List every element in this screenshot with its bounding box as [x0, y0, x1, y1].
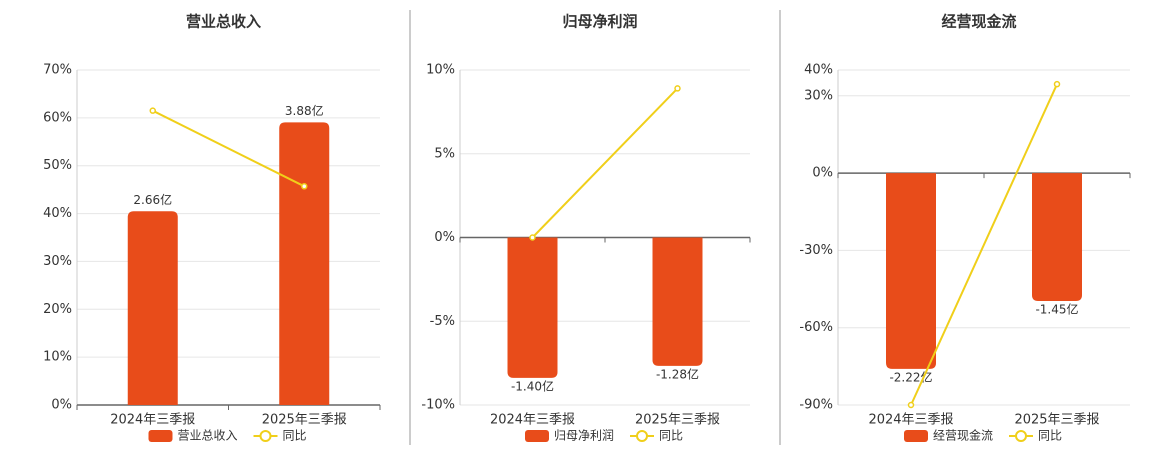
bar — [279, 122, 330, 405]
value-label: 2.66亿 — [133, 192, 172, 207]
value-label: -1.45亿 — [1035, 301, 1078, 316]
legend-marker — [904, 430, 928, 442]
legend-label: 同比 — [283, 429, 307, 443]
legend-label: 同比 — [1038, 429, 1062, 443]
legend-marker — [1015, 430, 1027, 442]
legend-label: 经营现金流 — [933, 428, 993, 443]
y-tick-label: -30% — [799, 243, 833, 258]
x-tick-label: 2024年三季报 — [110, 413, 195, 428]
y-tick-label: 20% — [43, 302, 72, 317]
bar — [127, 211, 178, 405]
x-tick-label: 2025年三季报 — [1014, 413, 1099, 428]
line-point — [907, 401, 915, 409]
y-tick-label: -90% — [799, 398, 833, 413]
value-label: -1.28亿 — [656, 366, 699, 381]
line — [910, 83, 1058, 406]
line — [152, 109, 305, 188]
legend-label: 同比 — [659, 429, 683, 443]
chart-title: 营业总收入 — [186, 13, 261, 31]
bar — [652, 237, 703, 366]
y-tick-label: 5% — [434, 146, 455, 161]
value-label: 3.88亿 — [285, 103, 324, 118]
y-tick-label: 60% — [43, 110, 72, 125]
x-tick-label: 2025年三季报 — [635, 413, 720, 428]
y-tick-label: 0% — [812, 166, 833, 181]
bar — [507, 237, 558, 378]
y-tick-label: 10% — [43, 350, 72, 365]
line-point — [674, 85, 681, 92]
legend-marker — [148, 430, 173, 442]
y-tick-label: -5% — [430, 314, 455, 329]
y-tick-label: 10% — [426, 63, 455, 78]
line-point — [149, 107, 156, 114]
chart-title: 归母净利润 — [562, 13, 637, 31]
line-point — [301, 183, 308, 190]
y-tick-label: 0% — [51, 398, 72, 413]
legend-marker — [636, 430, 648, 442]
y-tick-label: 30% — [43, 254, 72, 269]
x-tick-label: 2025年三季报 — [262, 413, 347, 428]
y-tick-label: 50% — [43, 158, 72, 173]
value-label: -1.40亿 — [511, 378, 554, 393]
line-point — [529, 234, 536, 241]
chart-title: 经营现金流 — [941, 13, 1016, 31]
legend-marker — [525, 430, 549, 442]
y-tick-label: -10% — [421, 398, 455, 413]
y-tick-label: 70% — [43, 63, 72, 78]
legend-label: 归母净利润 — [554, 429, 614, 443]
y-tick-label: 30% — [804, 88, 833, 103]
y-tick-label: 40% — [43, 206, 72, 221]
x-tick-label: 2024年三季报 — [490, 413, 575, 428]
y-tick-label: 40% — [804, 63, 833, 78]
legend-label: 营业总收入 — [178, 429, 238, 443]
x-tick-label: 2024年三季报 — [868, 413, 953, 428]
line — [531, 87, 679, 239]
y-tick-label: -60% — [799, 320, 833, 335]
line-point — [1053, 80, 1061, 88]
y-tick-label: 0% — [434, 230, 455, 245]
bar — [886, 173, 936, 369]
legend-marker — [259, 430, 272, 442]
bar — [1032, 173, 1082, 301]
